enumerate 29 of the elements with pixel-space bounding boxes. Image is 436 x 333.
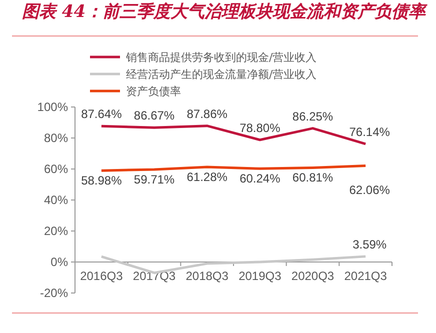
x-tick-label: 2020Q3 [291,269,334,283]
data-label: 60.81% [292,170,334,185]
data-label: 59.71% [134,172,175,186]
data-label: 78.80% [240,120,281,135]
y-tick-label: 80% [44,131,68,145]
data-label: 60.24% [240,172,281,186]
y-tick-label: 20% [44,224,68,238]
legend-label: 经营活动产生的现金流量净额/营业收入 [126,68,317,81]
data-label: 87.86% [186,106,228,121]
data-label: 87.64% [81,107,122,122]
data-label: 58.98% [81,174,122,188]
y-tick-label: 60% [44,162,68,176]
y-tick-label: 100% [37,100,68,114]
data-label: 3.59% [352,237,387,252]
title: 图表 44：前三季度大气治理板块现金流和资产负债率 [22,2,426,22]
data-label: 61.28% [186,170,228,184]
y-tick-label: 0% [50,255,68,269]
data-label: 86.67% [134,108,175,123]
data-label: 76.14% [349,124,390,139]
legend-label: 资产负债率 [126,85,181,98]
data-label: 62.06% [349,182,390,197]
x-tick-label: 2019Q3 [238,269,282,283]
x-tick-label: 2018Q3 [186,269,229,283]
y-tick-label: -20% [40,286,68,300]
x-tick-label: 2021Q3 [344,269,388,283]
data-label: 86.25% [292,109,334,124]
y-tick-label: 40% [44,193,68,207]
x-tick-label: 2016Q3 [80,269,124,283]
legend-label: 销售商品提供劳务收到的现金/营业收入 [125,51,317,64]
